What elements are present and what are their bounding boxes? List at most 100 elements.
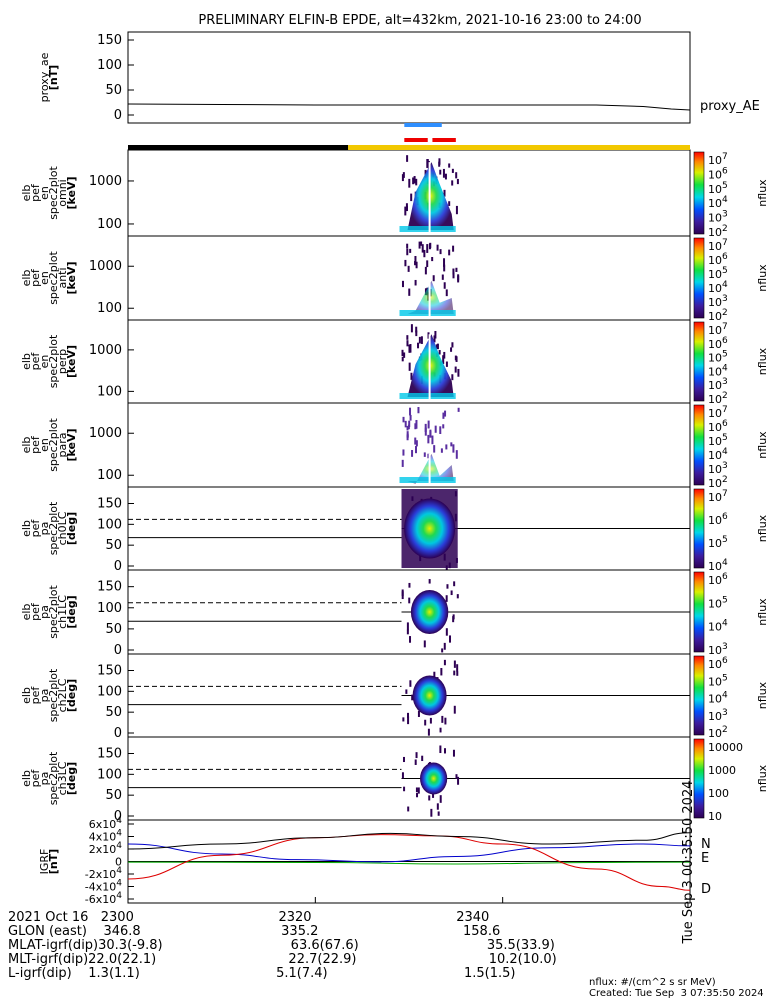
- speckle-en_anti-1: [428, 243, 431, 250]
- low-energy-band-en_perp: [399, 393, 456, 399]
- speckle-en_omni-11: [456, 178, 459, 185]
- pa-speckle-pa_ch3-20: [415, 752, 418, 759]
- tick-igrf-2: 2x104: [89, 841, 123, 856]
- pa-speckle-pa_ch3-23: [436, 803, 439, 810]
- tick-pa_ch0-50: 50: [105, 538, 122, 553]
- pa-speckle-pa_ch2-13: [441, 715, 444, 723]
- tick-proxy-50: 50: [105, 83, 122, 98]
- ylabel-en_anti-2: en: [38, 271, 51, 285]
- proxy-ae-line: [127, 103, 691, 111]
- cbar-tick-pa_ch0-1: 106: [708, 512, 728, 527]
- pa-speckle-pa_ch1-21: [408, 582, 411, 588]
- tick-en_anti-1000: 1000: [89, 259, 122, 274]
- pa-speckle-pa_ch1-11: [453, 581, 456, 587]
- panel-frame-en_para: [127, 402, 691, 488]
- pa-speckle-pa_ch2-24: [456, 671, 459, 676]
- cbar-label-pa_ch3: nflux: [756, 764, 769, 792]
- tick-pa_ch2-100: 100: [97, 684, 122, 699]
- tick-en_para-1000: 1000: [89, 426, 122, 441]
- speckle-en_para-19: [440, 448, 443, 453]
- speckle-en_para-20: [455, 450, 458, 459]
- cbar-label-en_perp: nflux: [756, 347, 769, 375]
- colorbar-pa_ch1: [693, 571, 705, 653]
- ylabel-pa_ch0-4: ch0LC: [56, 511, 69, 545]
- speckle-en_perp-6: [406, 335, 409, 340]
- ylabel-en_para-3: spec2plot: [47, 418, 60, 472]
- cbar-tick-en_para-3: 104: [708, 447, 728, 462]
- cbar-tick-en_anti-0: 107: [708, 238, 728, 253]
- pa-speckle-pa_ch2-15: [429, 717, 432, 724]
- speckle-en_anti-9: [421, 244, 424, 253]
- cbar-tick-en_omni-1: 106: [708, 166, 728, 181]
- speckle-en_perp-36: [436, 343, 439, 350]
- panel-frame-proxy_ae: [127, 31, 691, 124]
- igrf-legend-D: D: [701, 882, 711, 897]
- cbar-tick-en_para-1: 106: [708, 419, 728, 434]
- pa-speckle-pa_ch2-21: [411, 694, 414, 701]
- speckle-en_para-2: [406, 426, 409, 431]
- pa-speckle-pa_ch1-12: [446, 584, 449, 589]
- cbar-tick-en_omni-0: 107: [708, 152, 728, 167]
- speckle-en_para-14: [444, 410, 447, 417]
- pa-speckle-pa_ch3-17: [421, 755, 424, 762]
- tick-pa_ch0-0: 0: [114, 559, 122, 574]
- colorbar-en_anti: [693, 237, 705, 319]
- cbar-tick-en_omni-2: 105: [708, 181, 728, 196]
- colorbar-pa_ch0: [693, 488, 705, 569]
- speckle-en_para-28: [401, 459, 404, 467]
- ylabel-en_anti-0: elb: [20, 270, 33, 287]
- tick-igrf-6: -6x104: [85, 891, 122, 906]
- ylabel-pa_ch3-1: pef: [29, 769, 42, 788]
- cbar-tick-pa_ch2-0: 106: [708, 656, 728, 671]
- pa-speckle-pa_ch2-0: [456, 664, 459, 672]
- speckle-en_perp-25: [418, 336, 421, 344]
- ylabel-pa_ch1-1: pef: [29, 602, 42, 621]
- speckle-en_anti-22: [443, 282, 446, 289]
- speckle-en_anti-7: [443, 258, 446, 267]
- cbar-tick-pa_ch1-2: 104: [708, 619, 728, 634]
- ylabel-en_anti-4: anti: [56, 267, 69, 288]
- speckle-en_anti-11: [418, 241, 421, 249]
- ylabel-en_omni-3: spec2plot: [47, 166, 60, 220]
- speckle-en_perp-20: [451, 342, 454, 348]
- speckle-en_perp-0: [408, 362, 411, 371]
- pa-speckle-pa_ch1-15: [406, 629, 409, 635]
- pa-speckle-pa_ch3-8: [402, 756, 405, 763]
- tick-pa_ch3-0: 0: [114, 809, 122, 824]
- speckle-en_omni-17: [438, 161, 441, 167]
- speckle-en_anti-4: [436, 244, 439, 251]
- speckle-en_para-33: [450, 442, 453, 447]
- cbar-tick-en_perp-3: 104: [708, 363, 728, 378]
- speckle-en_para-29: [415, 419, 418, 429]
- pa-speckle-pa_ch3-2: [417, 787, 420, 794]
- ylabel-pa_ch2-0: elb: [20, 687, 33, 704]
- speckle-en_para-38: [406, 433, 409, 438]
- cbar-label-pa_ch2: nflux: [756, 681, 769, 709]
- tick-en_omni-100: 100: [97, 217, 122, 232]
- speckle-en_perp-37: [454, 355, 457, 361]
- cbar-tick-en_perp-4: 103: [708, 377, 728, 392]
- pa-blob-pa_ch2: [412, 675, 447, 716]
- speckle-en_omni-38: [406, 155, 409, 162]
- tick-en_omni-1000: 1000: [89, 174, 122, 189]
- speckle-en_para-21: [414, 423, 417, 430]
- tick-pa_ch2-150: 150: [97, 664, 122, 679]
- speckle-en_anti-29: [423, 249, 426, 258]
- pa-speckle-pa_ch2-5: [444, 717, 447, 725]
- ylabel-en_omni-1: pef: [29, 183, 42, 202]
- pa-speckle-pa_ch3-5: [432, 791, 435, 798]
- side-timestamp: Tue Sep 3 00:35:50 2024: [681, 781, 696, 945]
- cbar-tick-en_para-5: 102: [708, 475, 728, 490]
- ylabel-pa_ch1-4: ch1LC: [56, 595, 69, 629]
- tick-igrf-5: -4x104: [85, 879, 122, 894]
- ylabel-en_omni-2: en: [38, 186, 51, 200]
- footer-row-mlat: MLAT-igrf(dip)30.3(-9.8) 63.6(67.6) 35.5…: [8, 938, 555, 953]
- tick-pa_ch0-150: 150: [97, 497, 122, 512]
- speckle-en_omni-7: [404, 206, 407, 216]
- pa-speckle-pa_ch1-19: [452, 616, 455, 623]
- igrf-series-total: [127, 832, 691, 850]
- tick-pa_ch1-50: 50: [105, 622, 122, 637]
- ylabel-pa_ch1-0: elb: [20, 604, 33, 621]
- tick-igrf-3: 0: [115, 856, 122, 869]
- tick-igrf-0: 6x104: [89, 816, 123, 831]
